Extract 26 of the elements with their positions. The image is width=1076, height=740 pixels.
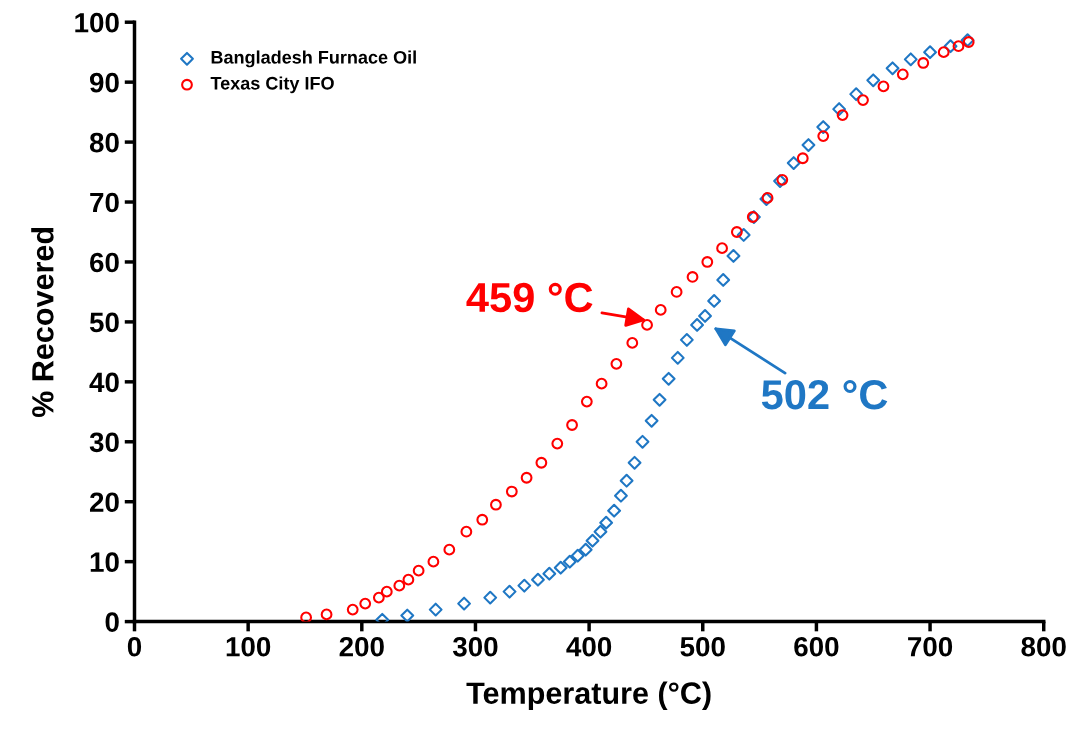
- x-tick-label: 500: [680, 636, 725, 657]
- x-axis-title: Temperature (°C): [466, 681, 711, 711]
- x-tick-label: 0: [127, 636, 142, 657]
- y-tick-label: 10: [90, 552, 119, 572]
- legend-label: Bangladesh Furnace Oil: [211, 50, 416, 68]
- y-tick-label: 80: [89, 132, 119, 153]
- x-tick-label: 400: [566, 636, 612, 657]
- y-tick-label: 30: [89, 432, 119, 453]
- y-tick-label: 50: [89, 312, 119, 333]
- x-tick-label: 300: [452, 636, 498, 657]
- y-tick-label: 90: [89, 72, 119, 93]
- y-axis-title: % Recovered: [31, 227, 54, 418]
- y-tick-label: 100: [75, 12, 119, 33]
- annotation: 502 °C: [761, 379, 888, 410]
- x-tick-label: 100: [226, 636, 271, 657]
- x-tick-label: 700: [908, 636, 953, 657]
- legend-label: Texas City IFO: [210, 76, 334, 94]
- y-tick-label: 0: [105, 612, 119, 632]
- x-tick-label: 200: [339, 636, 384, 657]
- y-tick-label: 20: [89, 492, 119, 513]
- x-tick-label: 800: [1021, 636, 1066, 657]
- x-tick-label: 600: [794, 636, 839, 657]
- y-tick-label: 60: [90, 252, 119, 273]
- y-tick-label: 70: [90, 192, 119, 213]
- y-tick-label: 40: [89, 372, 119, 393]
- annotation: 459 °C: [466, 282, 593, 313]
